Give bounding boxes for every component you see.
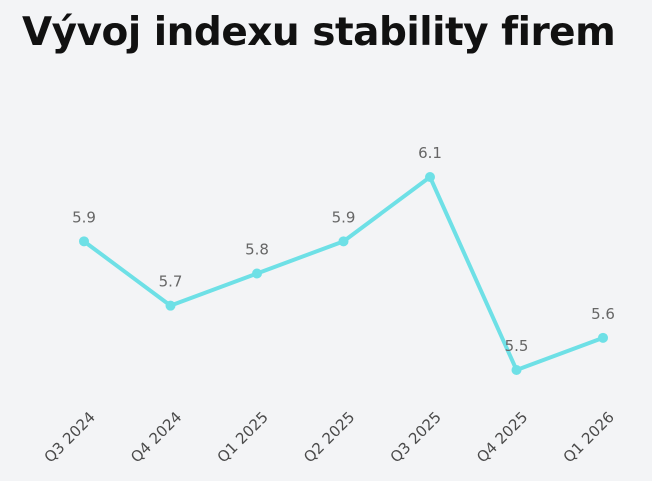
data-label: 5.5	[505, 337, 529, 355]
data-point	[165, 300, 176, 311]
x-tick-label: Q1 2026	[560, 408, 618, 466]
data-label: 5.9	[72, 208, 96, 226]
data-label: 6.1	[418, 144, 442, 162]
x-tick-label: Q3 2024	[41, 408, 99, 466]
data-point	[252, 268, 262, 279]
x-tick-label: Q2 2025	[300, 408, 358, 466]
x-tick-label: Q4 2025	[473, 408, 531, 466]
data-point	[79, 236, 89, 247]
x-tick-label: Q1 2025	[214, 408, 272, 466]
chart-title: Vývoj indexu stability firem	[22, 10, 616, 55]
data-label: 5.6	[591, 305, 615, 323]
data-label: 5.9	[332, 208, 356, 226]
data-point	[598, 332, 608, 343]
data-label: 5.7	[159, 273, 183, 291]
x-tick-label: Q3 2025	[387, 408, 445, 466]
x-tick-label: Q4 2024	[127, 408, 185, 466]
data-point	[511, 365, 522, 375]
data-label: 5.8	[245, 241, 269, 259]
data-point	[338, 236, 349, 247]
data-point	[425, 172, 435, 182]
